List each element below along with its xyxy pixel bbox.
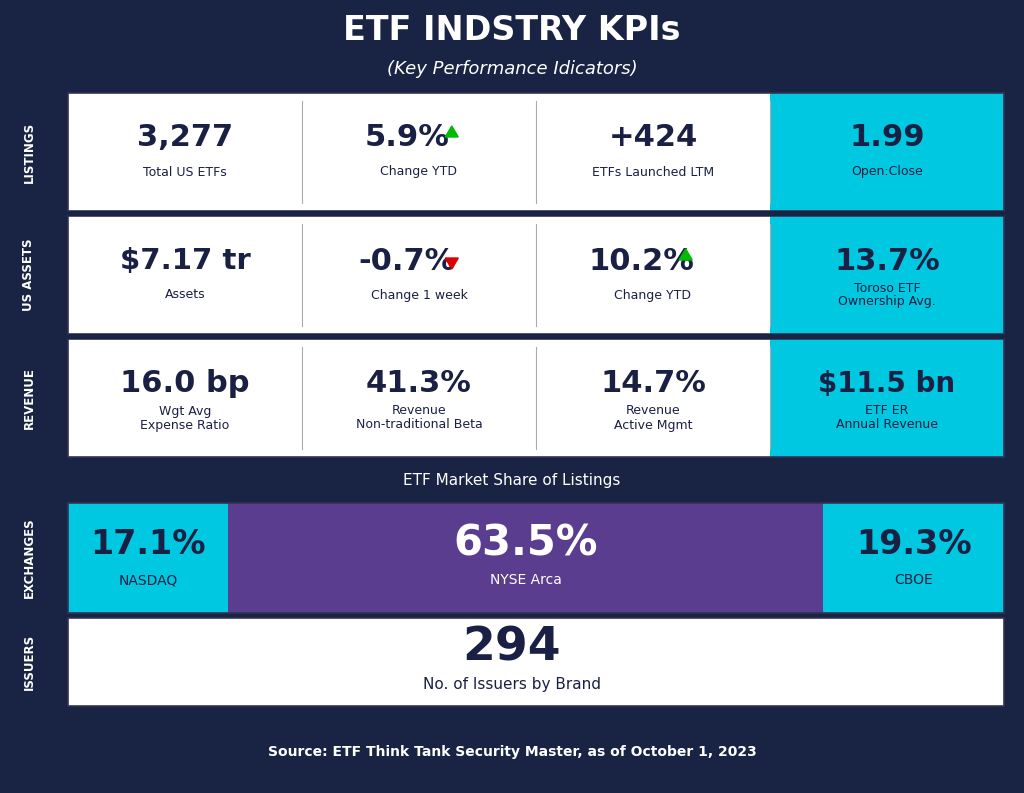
Text: NYSE Arca: NYSE Arca (489, 573, 561, 587)
Text: 17.1%: 17.1% (90, 527, 206, 561)
Bar (68, 216, 1004, 334)
Bar (770, 93, 1004, 211)
Text: Toroso ETF: Toroso ETF (854, 282, 921, 294)
Bar (0, 462, 1024, 498)
Text: Revenue: Revenue (626, 404, 680, 417)
Text: ETF Market Share of Listings: ETF Market Share of Listings (403, 473, 621, 488)
Text: Change YTD: Change YTD (381, 166, 458, 178)
Bar (68, 503, 1004, 613)
Bar (68, 618, 1004, 706)
Text: 41.3%: 41.3% (366, 370, 472, 399)
Text: 16.0 bp: 16.0 bp (120, 370, 250, 399)
Text: (Key Performance Idicators): (Key Performance Idicators) (387, 59, 637, 78)
Text: CBOE: CBOE (894, 573, 933, 587)
Bar (228, 503, 823, 613)
Text: Non-traditional Beta: Non-traditional Beta (355, 419, 482, 431)
Bar (68, 216, 1004, 334)
Bar (68, 93, 1004, 211)
Bar (0, 618, 58, 706)
Text: No. of Issuers by Brand: No. of Issuers by Brand (423, 676, 601, 691)
Text: 5.9%: 5.9% (365, 124, 450, 152)
Text: ETF ER: ETF ER (865, 404, 908, 417)
Bar (68, 216, 302, 334)
Bar (302, 93, 536, 211)
Bar (302, 216, 536, 334)
Text: Source: ETF Think Tank Security Master, as of October 1, 2023: Source: ETF Think Tank Security Master, … (267, 745, 757, 759)
Text: Ownership Avg.: Ownership Avg. (838, 296, 936, 308)
Polygon shape (445, 258, 459, 269)
Bar (68, 339, 302, 457)
Text: $11.5 bn: $11.5 bn (818, 370, 955, 398)
Text: Revenue: Revenue (392, 404, 446, 417)
Bar (770, 339, 1004, 457)
Bar (68, 618, 1004, 706)
Bar (68, 334, 1004, 339)
Text: 13.7%: 13.7% (835, 247, 940, 275)
Text: -0.7%: -0.7% (358, 247, 456, 275)
Text: 3,277: 3,277 (137, 124, 233, 152)
Text: ETF INDSTRY KPIs: ETF INDSTRY KPIs (343, 14, 681, 48)
Bar (0, 216, 58, 334)
Text: Assets: Assets (165, 289, 206, 301)
Bar (536, 339, 770, 457)
Text: +424: +424 (608, 124, 697, 152)
Polygon shape (679, 249, 692, 260)
Text: Active Mgmt: Active Mgmt (613, 419, 692, 431)
Text: Change YTD: Change YTD (614, 289, 691, 301)
Polygon shape (445, 126, 459, 137)
Bar (68, 211, 1004, 216)
Bar (68, 339, 1004, 457)
Bar (536, 216, 770, 334)
Text: 1.99: 1.99 (849, 124, 925, 152)
Text: Expense Ratio: Expense Ratio (140, 419, 229, 431)
Text: $7.17 tr: $7.17 tr (120, 247, 251, 275)
Bar (770, 216, 1004, 334)
Bar (0, 0, 1024, 88)
Text: Change 1 week: Change 1 week (371, 289, 467, 301)
Text: NASDAQ: NASDAQ (119, 573, 177, 587)
Bar (302, 339, 536, 457)
Text: ISSUERS: ISSUERS (23, 634, 36, 690)
Text: LISTINGS: LISTINGS (23, 121, 36, 182)
Bar (68, 93, 302, 211)
Bar (823, 503, 1004, 613)
Bar (0, 339, 58, 457)
Text: EXCHANGES: EXCHANGES (23, 518, 36, 598)
Text: REVENUE: REVENUE (23, 367, 36, 429)
Text: Wgt Avg: Wgt Avg (159, 404, 211, 417)
Bar (0, 503, 58, 613)
Text: 294: 294 (463, 626, 561, 671)
Bar (536, 93, 770, 211)
Text: 63.5%: 63.5% (454, 523, 598, 565)
Text: ETFs Launched LTM: ETFs Launched LTM (592, 166, 714, 178)
Text: 10.2%: 10.2% (588, 247, 694, 275)
Text: Open:Close: Open:Close (851, 166, 923, 178)
Bar (68, 503, 228, 613)
Bar (0, 711, 1024, 793)
Bar (68, 93, 1004, 211)
Text: 14.7%: 14.7% (600, 370, 706, 399)
Bar (68, 339, 1004, 457)
Bar (0, 93, 58, 211)
Text: Total US ETFs: Total US ETFs (143, 166, 227, 178)
Text: Annual Revenue: Annual Revenue (836, 419, 938, 431)
Text: US ASSETS: US ASSETS (23, 239, 36, 311)
Text: 19.3%: 19.3% (856, 527, 972, 561)
